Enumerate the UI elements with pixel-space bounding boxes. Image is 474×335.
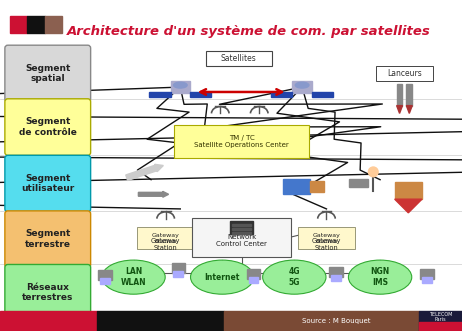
- FancyBboxPatch shape: [5, 45, 91, 102]
- Bar: [45, 16, 63, 34]
- FancyBboxPatch shape: [5, 155, 91, 212]
- Text: Segment
spatial: Segment spatial: [25, 64, 71, 83]
- FancyBboxPatch shape: [137, 227, 194, 249]
- Ellipse shape: [348, 260, 412, 294]
- Bar: [224, 311, 419, 331]
- Bar: [27, 16, 45, 34]
- Text: Gateway
Station: Gateway Station: [312, 233, 340, 244]
- Bar: [149, 92, 171, 97]
- Text: TM / TC
Satellite Operations Center: TM / TC Satellite Operations Center: [194, 135, 289, 148]
- Bar: [248, 277, 258, 283]
- FancyBboxPatch shape: [174, 125, 309, 158]
- Text: Network
Control Center: Network Control Center: [216, 234, 267, 247]
- FancyArrow shape: [349, 179, 368, 187]
- FancyBboxPatch shape: [192, 218, 292, 257]
- Bar: [329, 267, 343, 277]
- Bar: [397, 84, 402, 106]
- Text: Segment
utilisateur: Segment utilisateur: [21, 174, 74, 193]
- Bar: [395, 182, 422, 199]
- Text: LAN
WLAN: LAN WLAN: [121, 267, 146, 287]
- Bar: [98, 311, 224, 331]
- Bar: [419, 311, 462, 331]
- Bar: [406, 84, 412, 106]
- Text: NGN
IMS: NGN IMS: [371, 267, 390, 287]
- Bar: [312, 92, 333, 97]
- FancyArrow shape: [138, 191, 169, 197]
- Ellipse shape: [102, 260, 165, 294]
- FancyBboxPatch shape: [5, 211, 91, 267]
- Text: Gateway
Station: Gateway Station: [312, 238, 341, 251]
- Bar: [271, 92, 292, 97]
- FancyBboxPatch shape: [298, 227, 355, 249]
- Text: Lanceurs: Lanceurs: [387, 69, 422, 78]
- Bar: [420, 269, 434, 279]
- Bar: [422, 277, 432, 283]
- Bar: [283, 179, 310, 194]
- FancyBboxPatch shape: [376, 66, 433, 81]
- Bar: [419, 322, 462, 331]
- Bar: [331, 275, 341, 281]
- Text: TELECOM
Paris: TELECOM Paris: [429, 312, 452, 323]
- Bar: [310, 181, 324, 192]
- FancyBboxPatch shape: [206, 51, 272, 66]
- Bar: [171, 81, 190, 93]
- Bar: [10, 16, 27, 34]
- Text: 4G
5G: 4G 5G: [289, 267, 300, 287]
- Ellipse shape: [295, 82, 309, 88]
- Bar: [173, 271, 183, 277]
- Text: Segment
terrestre: Segment terrestre: [25, 229, 71, 249]
- Bar: [292, 81, 312, 93]
- Bar: [246, 269, 260, 279]
- Bar: [100, 278, 110, 284]
- Text: Segment
de contrôle: Segment de contrôle: [19, 117, 77, 137]
- Text: Réseaux
terrestres: Réseaux terrestres: [22, 283, 73, 303]
- Bar: [190, 92, 211, 97]
- Text: Satellites: Satellites: [221, 54, 256, 63]
- FancyBboxPatch shape: [5, 99, 91, 155]
- Ellipse shape: [263, 260, 326, 294]
- Ellipse shape: [191, 260, 254, 294]
- Bar: [232, 228, 251, 230]
- Bar: [99, 270, 112, 280]
- Ellipse shape: [173, 82, 187, 88]
- Bar: [232, 224, 251, 226]
- Text: Source : M Bouquet: Source : M Bouquet: [302, 318, 371, 324]
- Bar: [232, 232, 251, 234]
- Circle shape: [368, 167, 378, 177]
- Text: Gateway
Station: Gateway Station: [151, 238, 181, 251]
- Text: Gateway
Station: Gateway Station: [152, 233, 180, 244]
- Bar: [0, 311, 98, 331]
- Polygon shape: [397, 106, 402, 114]
- Bar: [172, 264, 185, 273]
- Text: Architecture d'un système de com. par satellites: Architecture d'un système de com. par sa…: [67, 25, 430, 38]
- FancyBboxPatch shape: [5, 264, 91, 321]
- FancyArrow shape: [126, 164, 164, 181]
- Bar: [230, 221, 254, 234]
- Polygon shape: [395, 199, 422, 213]
- Text: Internet: Internet: [204, 273, 240, 282]
- Polygon shape: [406, 106, 412, 114]
